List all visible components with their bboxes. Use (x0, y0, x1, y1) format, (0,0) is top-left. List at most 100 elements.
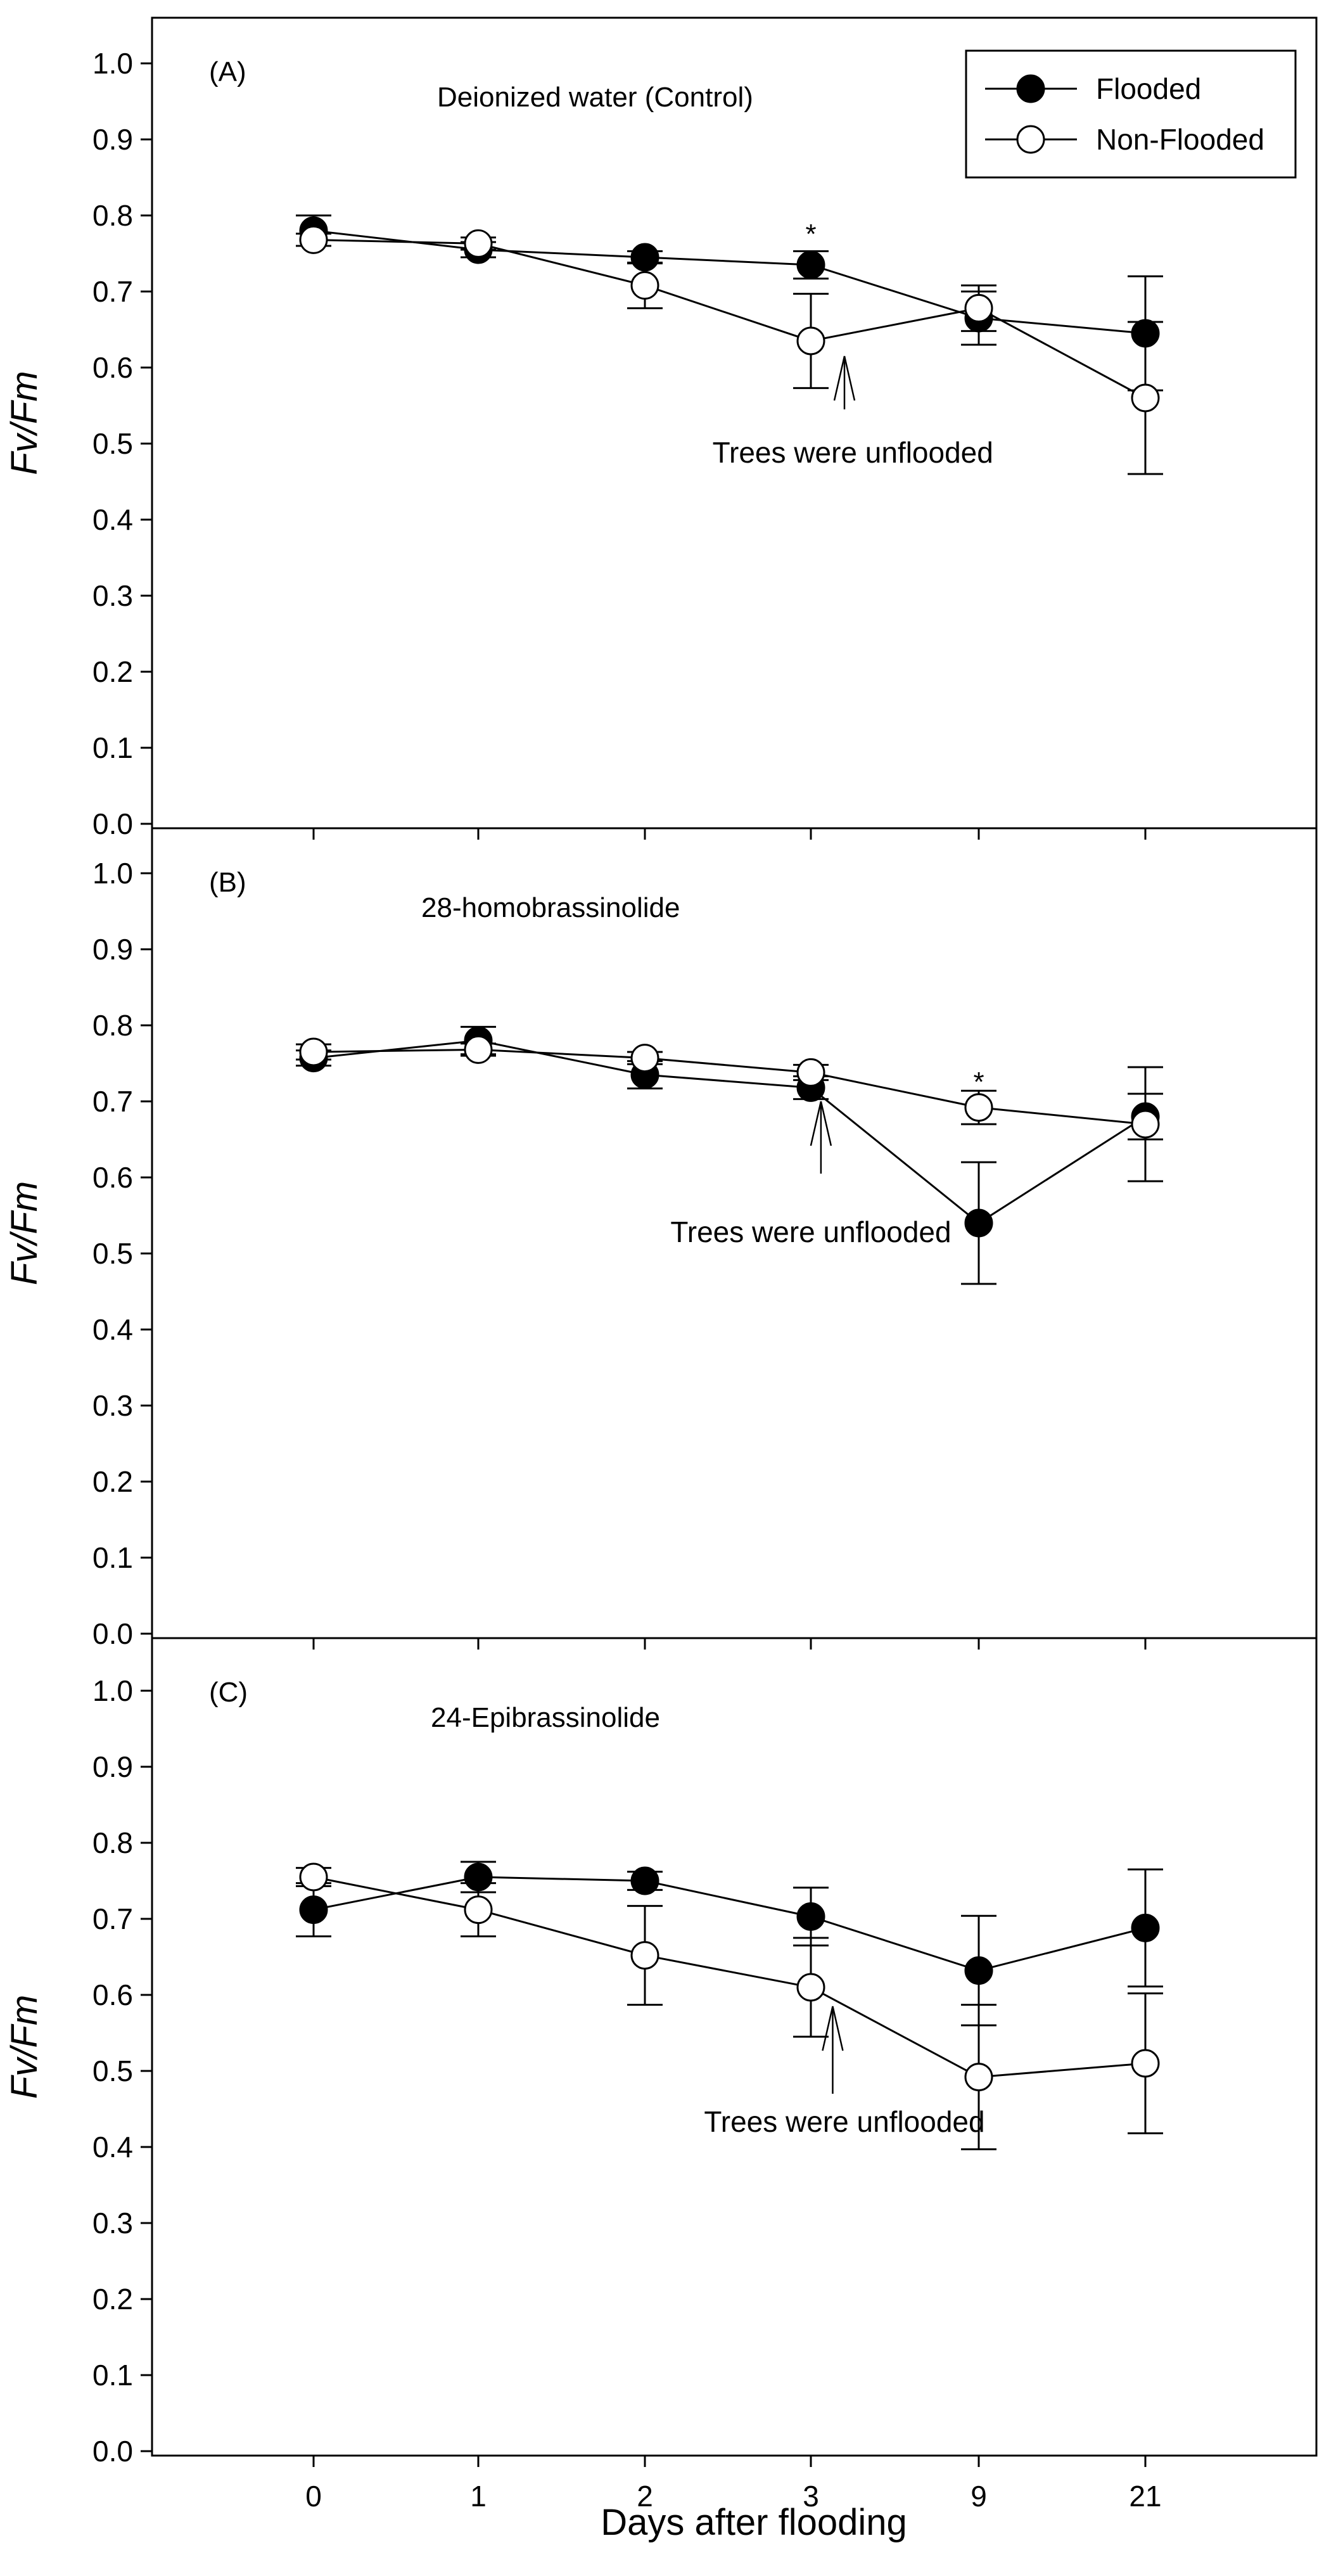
data-point (796, 1902, 825, 1931)
x-axis-title: Days after flooding (601, 2502, 907, 2543)
y-tick-label: 0.1 (92, 2359, 133, 2392)
x-tick-label: 0 (305, 2480, 322, 2513)
data-point (964, 1208, 993, 1238)
y-tick-label: 0.2 (92, 2283, 133, 2316)
annotation-text: Trees were unflooded (713, 436, 993, 469)
data-point (299, 1037, 328, 1067)
significance-marker: * (805, 219, 816, 250)
y-tick-label: 0.4 (92, 503, 133, 536)
data-point (464, 229, 493, 258)
data-point (299, 1895, 328, 1925)
legend: Flooded Non-Flooded (965, 49, 1297, 179)
data-point (299, 225, 328, 254)
x-tick-label: 2 (637, 2480, 653, 2513)
y-tick-label: 0.0 (92, 807, 133, 840)
y-tick-label: 0.7 (92, 275, 133, 308)
y-tick-label: 0.4 (92, 2131, 133, 2163)
series-flooded (296, 1025, 1163, 1285)
legend-marker (1016, 74, 1045, 103)
data-point (964, 293, 993, 323)
data-point (630, 271, 659, 300)
data-point (964, 1093, 993, 1122)
data-point (1131, 1913, 1160, 1942)
legend-label: Flooded (1096, 72, 1201, 105)
legend-marker (1016, 125, 1045, 154)
series-line (313, 1039, 1146, 1224)
x-tick-label: 9 (971, 2480, 987, 2513)
y-axis-title: Fv/Fm (4, 1995, 45, 2099)
y-tick-label: 0.5 (92, 427, 133, 460)
x-tick-label: 1 (470, 2480, 487, 2513)
y-tick-label: 1.0 (92, 857, 133, 890)
panel-title: 28-homobrassinolide (421, 892, 680, 923)
data-point (796, 1058, 825, 1087)
y-tick-label: 0.8 (92, 1009, 133, 1042)
data-point (299, 1862, 328, 1892)
y-tick-label: 0.9 (92, 933, 133, 966)
y-tick-label: 0.6 (92, 351, 133, 384)
annotation-arrow-head (810, 1101, 832, 1146)
x-tick-label: 3 (803, 2480, 819, 2513)
data-point (796, 250, 825, 279)
y-tick-label: 0.2 (92, 655, 133, 688)
data-point (630, 1866, 659, 1895)
y-tick-label: 0.8 (92, 199, 133, 232)
y-tick-label: 0.7 (92, 1085, 133, 1118)
data-point (464, 1035, 493, 1064)
y-axis-title: Fv/Fm (4, 1181, 45, 1285)
y-tick-label: 0.3 (92, 1389, 133, 1422)
y-axis-title: Fv/Fm (4, 371, 45, 475)
y-tick-label: 0.7 (92, 1902, 133, 1935)
y-tick-label: 0.4 (92, 1313, 133, 1346)
data-point (630, 1044, 659, 1073)
legend-label: Non-Flooded (1096, 123, 1264, 156)
y-tick-label: 0.0 (92, 1617, 133, 1650)
x-tick-label: 21 (1129, 2480, 1161, 2513)
legend-box (965, 49, 1297, 179)
y-tick-label: 0.6 (92, 1978, 133, 2011)
y-tick-label: 0.5 (92, 1237, 133, 1270)
panels-layer: 0.0 0.1 0.2 0.3 0.4 0.5 0.6 0.7 0.8 0.9 1.0 Fv/Fm (A… (4, 16, 1318, 2513)
y-tick-label: 0.0 (92, 2435, 133, 2468)
y-tick-label: 0.9 (92, 1750, 133, 1783)
y-tick-label: 0.1 (92, 1541, 133, 1574)
annotation-arrow-head (833, 356, 856, 401)
panel-label: (C) (209, 1677, 248, 1708)
data-point (796, 1973, 825, 2002)
data-point (964, 1956, 993, 1985)
y-tick-label: 0.3 (92, 2207, 133, 2240)
data-point (464, 1895, 493, 1925)
series-line (313, 238, 1146, 399)
series-non-flooded (296, 1862, 1163, 2151)
series-non-flooded (296, 1035, 1163, 1182)
data-point (964, 2063, 993, 2092)
y-tick-label: 0.8 (92, 1826, 133, 1859)
series-non-flooded (296, 225, 1163, 475)
annotation-arrow-head (822, 2006, 844, 2051)
data-point (1131, 1110, 1160, 1139)
y-tick-label: 0.1 (92, 731, 133, 764)
annotation-text: Trees were unflooded (670, 1215, 951, 1248)
plot-frame (151, 1637, 1318, 2457)
y-tick-label: 0.6 (92, 1161, 133, 1194)
data-point (796, 326, 825, 356)
data-point (630, 1941, 659, 1970)
series-line (313, 229, 1146, 335)
panel-title: Deionized water (Control) (437, 82, 753, 113)
panel-label: (A) (209, 56, 246, 87)
series-line (313, 1048, 1146, 1125)
panel-3: 0.0 0.1 0.2 0.3 0.4 0.5 0.6 0.7 0.8 0.9 1.0 Fv/Fm (C… (4, 1637, 1318, 2468)
annotation-text: Trees were unflooded (704, 2105, 984, 2138)
panel-2: 0.0 0.1 0.2 0.3 0.4 0.5 0.6 0.7 0.8 0.9 1.0 Fv/Fm (B… (4, 827, 1318, 1650)
data-point (1131, 2049, 1160, 2078)
y-tick-label: 0.2 (92, 1465, 133, 1498)
y-tick-label: 0.3 (92, 579, 133, 612)
panel-1: 0.0 0.1 0.2 0.3 0.4 0.5 0.6 0.7 0.8 0.9 1.0 Fv/Fm (A… (4, 16, 1318, 840)
series-line (313, 1876, 1146, 2079)
panel-title: 24-Epibrassinolide (431, 1702, 660, 1733)
y-tick-label: 0.5 (92, 2054, 133, 2087)
panel-label: (B) (209, 867, 246, 898)
data-point (1131, 383, 1160, 413)
significance-marker: * (973, 1067, 984, 1098)
